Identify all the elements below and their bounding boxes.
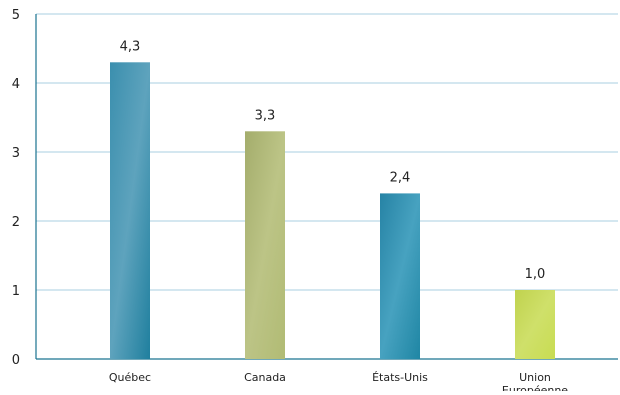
category-label-3-line-0: Union [519,371,551,384]
value-label-3: 1,0 [525,267,546,282]
y-tick-label-4: 4 [12,77,20,92]
category-label-3-line-1: Européenne [502,384,568,391]
bar-0 [110,62,150,360]
value-label-2: 2,4 [390,170,411,185]
bar-2 [380,193,420,359]
category-label-2: États-Unis [372,371,428,384]
y-tick-label-5: 5 [12,8,20,23]
category-label-1: Canada [244,371,286,384]
y-tick-label-3: 3 [12,146,20,161]
value-label-0: 4,3 [120,39,141,54]
bar-3 [515,290,555,359]
y-tick-label-2: 2 [12,215,20,230]
y-tick-labels: 0 1 2 3 4 5 [12,8,20,368]
bars [110,62,555,360]
y-tick-label-1: 1 [12,284,20,299]
value-label-1: 3,3 [255,108,276,123]
category-label-0: Québec [109,371,151,384]
bar-1 [245,131,285,359]
value-labels: 4,3 3,3 2,4 1,0 [120,39,546,282]
y-tick-label-0: 0 [12,353,20,368]
